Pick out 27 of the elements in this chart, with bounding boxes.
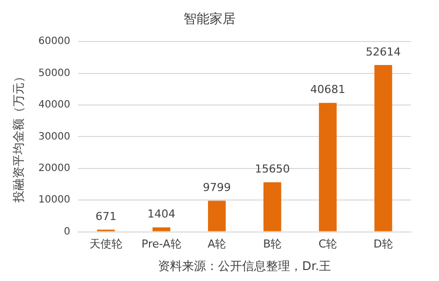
data-label: 40681 [310,83,346,96]
data-label: 671 [95,210,116,224]
y-tick-label: 20000 [38,162,70,174]
bar [318,102,337,232]
y-tick-label: 30000 [38,131,70,142]
bar [263,182,282,232]
x-tick-label: D轮 [374,237,394,250]
x-tick-label: Pre-A轮 [142,237,182,250]
x-tick-label: A轮 [208,237,226,250]
data-label: 1404 [147,208,176,221]
y-axis-title: 投融资平均金额（万元） [11,70,26,204]
bar [208,200,226,232]
bar [152,227,170,232]
y-tick-label: 10000 [38,194,70,206]
x-tick-label: 天使轮 [89,237,122,250]
chart-title: 智能家居 [184,11,236,28]
y-tick-label: 0 [64,226,70,238]
y-tick-label: 60000 [38,36,70,48]
bar [374,65,392,232]
y-tick-label: 40000 [38,100,70,111]
data-label: 9799 [202,181,231,194]
data-label: 52614 [366,45,401,58]
data-label: 15650 [254,162,290,176]
y-tick-label: 50000 [38,68,70,79]
x-tick-label: C轮 [318,237,338,250]
x-tick-label: B轮 [263,237,282,250]
text: 资料来源：公开信息整理，Dr.王 [158,259,332,274]
